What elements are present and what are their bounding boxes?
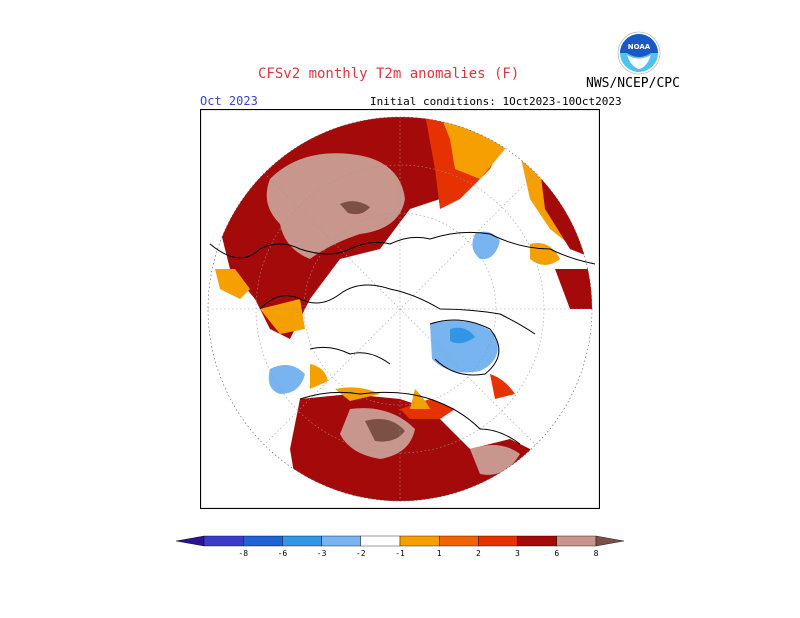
legend-bin — [242, 535, 283, 547]
legend-tick-label: -6 — [278, 549, 288, 558]
legend-tick-label: -1 — [395, 549, 405, 558]
coastlines — [209, 231, 596, 445]
svg-text:NOAA: NOAA — [628, 43, 651, 51]
legend-tick-label: 6 — [554, 549, 559, 558]
legend-bin — [556, 535, 597, 547]
noaa-logo: NOAA — [617, 31, 661, 75]
legend-bin — [282, 535, 322, 547]
legend-bin — [399, 535, 440, 547]
legend-arrow-low — [175, 535, 205, 547]
legend-bin — [478, 535, 518, 547]
legend-tick-label: 2 — [476, 549, 481, 558]
legend-bin — [321, 535, 362, 547]
polar-anomaly-map — [200, 109, 600, 509]
legend-bin — [203, 535, 244, 547]
legend-bin — [439, 535, 479, 547]
initial-conditions-label: Initial conditions: 1Oct2023-10Oct2023 — [370, 95, 622, 108]
legend-tick-label: -3 — [317, 549, 327, 558]
color-legend: -8 -6 -3 -2 -1 1 2 3 6 8 — [175, 535, 625, 558]
anomaly-field — [210, 117, 592, 501]
legend-tick-label: -8 — [238, 549, 248, 558]
legend-tick-label: 3 — [515, 549, 520, 558]
legend-tick-label: -2 — [356, 549, 366, 558]
forecast-month-label: Oct 2023 — [200, 94, 258, 108]
chart-title: CFSv2 monthly T2m anomalies (F) — [258, 66, 520, 82]
legend-bin — [517, 535, 558, 547]
agency-label: NWS/NCEP/CPC — [586, 76, 680, 91]
graticule — [208, 117, 592, 501]
legend-arrow-high — [595, 535, 625, 547]
legend-bin — [360, 535, 401, 547]
legend-tick-label: 1 — [437, 549, 442, 558]
legend-tick-label: 8 — [594, 549, 599, 558]
